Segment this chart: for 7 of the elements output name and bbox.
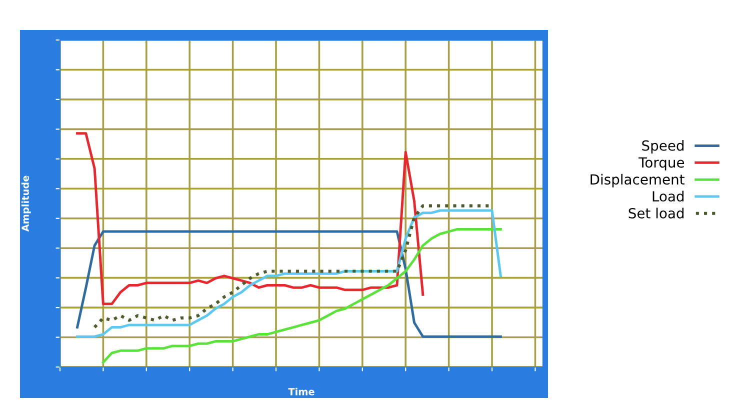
x-axis-title: Time [288, 388, 314, 396]
legend-label: Speed [642, 140, 684, 154]
legend-label: Load [652, 190, 684, 202]
legend-label: Torque [638, 157, 684, 170]
legend-label: Displacement [590, 174, 684, 188]
legend-label: Set load [628, 208, 684, 218]
y-axis-title: Amplitude [21, 176, 31, 232]
